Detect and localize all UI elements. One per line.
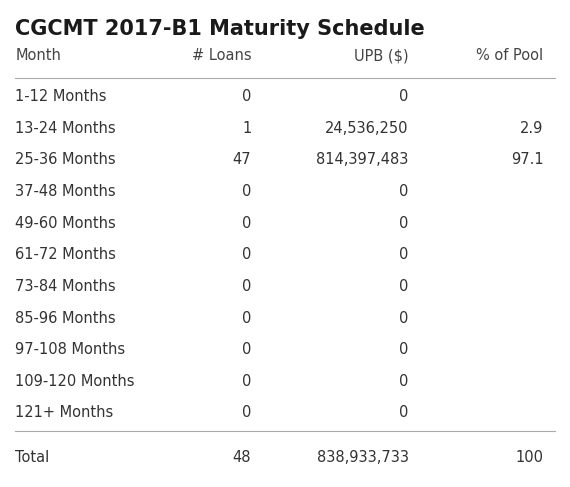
Text: % of Pool: % of Pool xyxy=(477,48,543,63)
Text: Month: Month xyxy=(15,48,62,63)
Text: 121+ Months: 121+ Months xyxy=(15,405,113,420)
Text: # Loans: # Loans xyxy=(192,48,251,63)
Text: 109-120 Months: 109-120 Months xyxy=(15,374,135,389)
Text: 37-48 Months: 37-48 Months xyxy=(15,184,116,199)
Text: 100: 100 xyxy=(515,450,543,465)
Text: 0: 0 xyxy=(399,184,409,199)
Text: 0: 0 xyxy=(399,89,409,104)
Text: 48: 48 xyxy=(233,450,251,465)
Text: Total: Total xyxy=(15,450,50,465)
Text: 47: 47 xyxy=(233,152,251,168)
Text: 24,536,250: 24,536,250 xyxy=(325,121,409,136)
Text: 97.1: 97.1 xyxy=(511,152,543,168)
Text: 97-108 Months: 97-108 Months xyxy=(15,342,125,357)
Text: 814,397,483: 814,397,483 xyxy=(316,152,409,168)
Text: 61-72 Months: 61-72 Months xyxy=(15,247,116,262)
Text: 0: 0 xyxy=(242,89,251,104)
Text: 0: 0 xyxy=(399,374,409,389)
Text: 13-24 Months: 13-24 Months xyxy=(15,121,116,136)
Text: 0: 0 xyxy=(399,216,409,231)
Text: 0: 0 xyxy=(242,247,251,262)
Text: 1-12 Months: 1-12 Months xyxy=(15,89,107,104)
Text: 49-60 Months: 49-60 Months xyxy=(15,216,116,231)
Text: 25-36 Months: 25-36 Months xyxy=(15,152,116,168)
Text: UPB ($): UPB ($) xyxy=(354,48,409,63)
Text: 0: 0 xyxy=(399,405,409,420)
Text: 2.9: 2.9 xyxy=(520,121,543,136)
Text: 0: 0 xyxy=(242,216,251,231)
Text: CGCMT 2017-B1 Maturity Schedule: CGCMT 2017-B1 Maturity Schedule xyxy=(15,19,425,38)
Text: 0: 0 xyxy=(242,311,251,325)
Text: 0: 0 xyxy=(399,342,409,357)
Text: 0: 0 xyxy=(242,374,251,389)
Text: 0: 0 xyxy=(399,247,409,262)
Text: 0: 0 xyxy=(242,342,251,357)
Text: 838,933,733: 838,933,733 xyxy=(316,450,409,465)
Text: 85-96 Months: 85-96 Months xyxy=(15,311,116,325)
Text: 73-84 Months: 73-84 Months xyxy=(15,279,116,294)
Text: 1: 1 xyxy=(242,121,251,136)
Text: 0: 0 xyxy=(242,405,251,420)
Text: 0: 0 xyxy=(242,184,251,199)
Text: 0: 0 xyxy=(242,279,251,294)
Text: 0: 0 xyxy=(399,279,409,294)
Text: 0: 0 xyxy=(399,311,409,325)
